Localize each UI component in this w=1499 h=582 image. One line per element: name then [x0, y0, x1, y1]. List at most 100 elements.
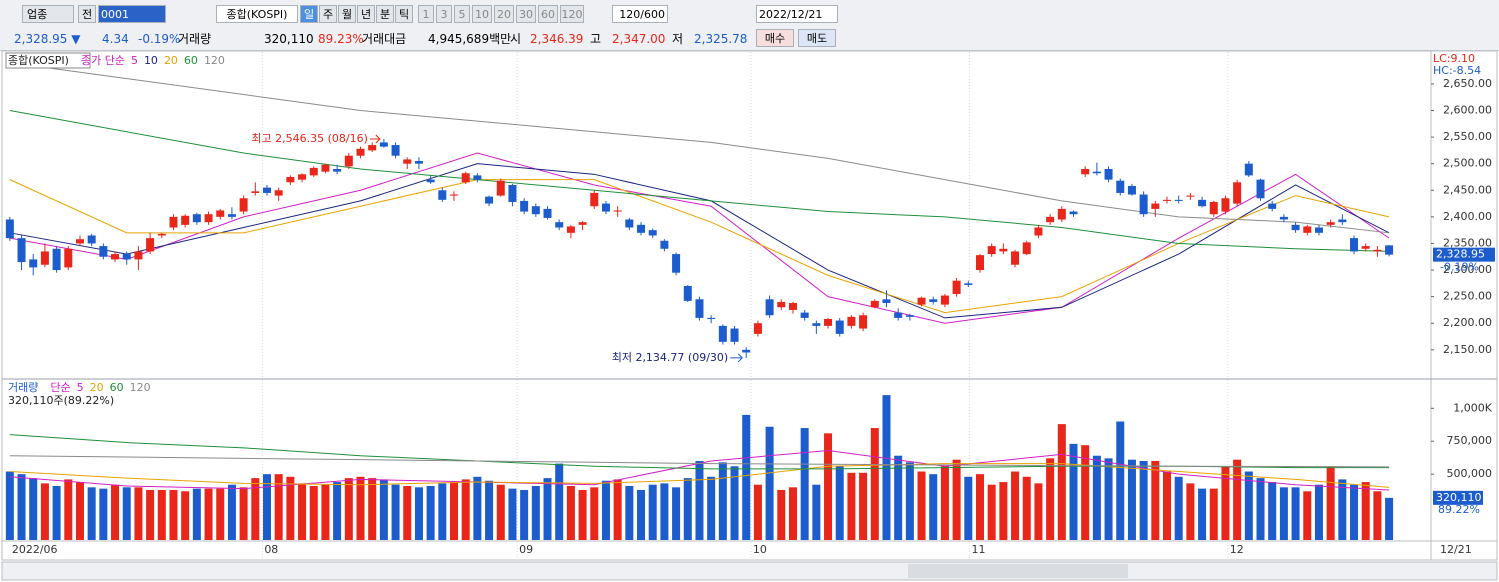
volume-bar [1186, 483, 1195, 540]
candle-body [847, 316, 856, 326]
candle-body [952, 280, 961, 294]
candle-body [683, 285, 692, 301]
interval-button[interactable]: 20 [494, 5, 514, 23]
y-tick-label: 2,450.00 [1443, 183, 1492, 196]
legend-entry: 5 [131, 54, 138, 67]
volume-bar [1163, 471, 1172, 540]
period-button[interactable]: 분 [376, 5, 394, 23]
candle-body [1233, 182, 1242, 204]
volume-bar [333, 482, 342, 540]
candle-body [1268, 203, 1277, 209]
candle-body [356, 148, 365, 156]
candle-body [1104, 168, 1113, 180]
y-tick-label: 2,550.00 [1443, 130, 1492, 143]
candle-body [625, 219, 634, 228]
legend-box [5, 52, 91, 69]
candle-body [1151, 203, 1160, 209]
interval-button[interactable]: 10 [472, 5, 492, 23]
x-tick-label: 10 [753, 543, 767, 556]
candle-body [660, 240, 669, 249]
period-button[interactable]: 월 [338, 5, 356, 23]
volume-bar [17, 474, 26, 540]
volume-bar [1279, 487, 1288, 540]
volume-bar [531, 486, 540, 540]
high-arrow [369, 134, 381, 144]
candle-body [1163, 199, 1172, 201]
volume-bar [672, 487, 681, 540]
volume-bar [742, 414, 751, 540]
label: 고 [590, 32, 602, 46]
candle-body [1326, 222, 1335, 225]
volume-bar [987, 484, 996, 540]
date-field[interactable]: 2022/12/21 [756, 5, 838, 23]
volume-bar [1303, 491, 1312, 540]
interval-button[interactable]: 30 [516, 5, 536, 23]
volume-rate: 89.23% [318, 32, 364, 46]
amount: 4,945,689백만 [428, 32, 512, 46]
candle-body [520, 200, 529, 212]
candle-body [262, 187, 271, 193]
low: 2,325.78 [694, 32, 748, 46]
volume-bar [1198, 488, 1207, 540]
count-field[interactable]: 120/600 [612, 5, 668, 23]
volume-bar [1034, 483, 1043, 540]
x-tick-label: 09 [519, 543, 533, 556]
sell-button[interactable]: 매도 [798, 29, 836, 47]
candle-body [905, 315, 914, 317]
candle-body [473, 175, 482, 180]
market-select[interactable]: 업종 [22, 5, 74, 23]
candle-body [1314, 227, 1323, 233]
y-tick-label: 2,600.00 [1443, 103, 1492, 116]
candle-body [438, 190, 447, 200]
y-tick-label: 2,400.00 [1443, 210, 1492, 223]
volume-bar [227, 484, 236, 540]
candle-body [391, 145, 400, 156]
volume-bar [87, 487, 96, 540]
ma-line [9, 110, 1390, 252]
candle-body [1116, 180, 1125, 193]
candle-body [800, 312, 809, 318]
x-tick-label: 12 [1230, 543, 1244, 556]
volume-bar [905, 462, 914, 540]
candle-body [1361, 246, 1370, 249]
period-button[interactable]: 주 [319, 5, 337, 23]
volume-bar [1069, 443, 1078, 540]
interval-button[interactable]: 5 [454, 5, 470, 23]
candle-body [40, 251, 49, 265]
volume-bar [800, 428, 809, 540]
label: 저 [672, 32, 684, 46]
candle-body [87, 235, 96, 244]
volume-bar [952, 459, 961, 540]
interval-button[interactable]: 60 [538, 5, 558, 23]
volume-bar [356, 476, 365, 540]
period-button[interactable]: 일 [300, 5, 318, 23]
volume-bar [1127, 459, 1136, 540]
interval-button[interactable]: 120 [560, 5, 584, 23]
scrollbar[interactable] [1, 561, 1498, 581]
ma-line [9, 152, 1390, 324]
volume-bar [812, 484, 821, 540]
buy-button[interactable]: 매수 [756, 29, 794, 47]
candle-body [590, 192, 599, 207]
scroll-thumb[interactable] [908, 564, 1128, 578]
volume-bar [414, 487, 423, 540]
volume-bar [847, 472, 856, 540]
volume-bar [368, 478, 377, 540]
last-volume: 320,110 [1436, 491, 1482, 504]
interval-button[interactable]: 1 [418, 5, 434, 23]
legend-label: 단순 [50, 381, 70, 394]
interval-button[interactable]: 3 [436, 5, 452, 23]
button[interactable]: 전 [78, 5, 96, 23]
candle-body [99, 246, 108, 257]
legend-entry: 60 [184, 54, 198, 67]
period-button[interactable]: 년 [357, 5, 375, 23]
hc-label: HC:-8.54 [1433, 64, 1481, 77]
candle-body [672, 254, 681, 273]
candle-body [788, 303, 797, 310]
code-input[interactable]: 0001 [98, 5, 166, 23]
legend-entry: 5 [77, 381, 84, 394]
ma-line [9, 62, 1390, 234]
volume-bar [5, 471, 14, 540]
volume-bar [216, 488, 225, 540]
period-button[interactable]: 틱 [395, 5, 413, 23]
